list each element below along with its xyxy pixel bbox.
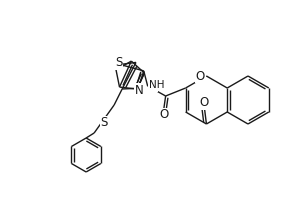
Text: S: S xyxy=(100,116,108,129)
Text: N: N xyxy=(150,81,158,91)
Text: H: H xyxy=(155,82,162,90)
Text: S: S xyxy=(115,56,123,69)
Text: O: O xyxy=(196,70,205,82)
Text: NH: NH xyxy=(149,80,164,90)
Text: O: O xyxy=(200,97,209,110)
Text: O: O xyxy=(159,108,168,121)
Text: N: N xyxy=(135,84,144,97)
